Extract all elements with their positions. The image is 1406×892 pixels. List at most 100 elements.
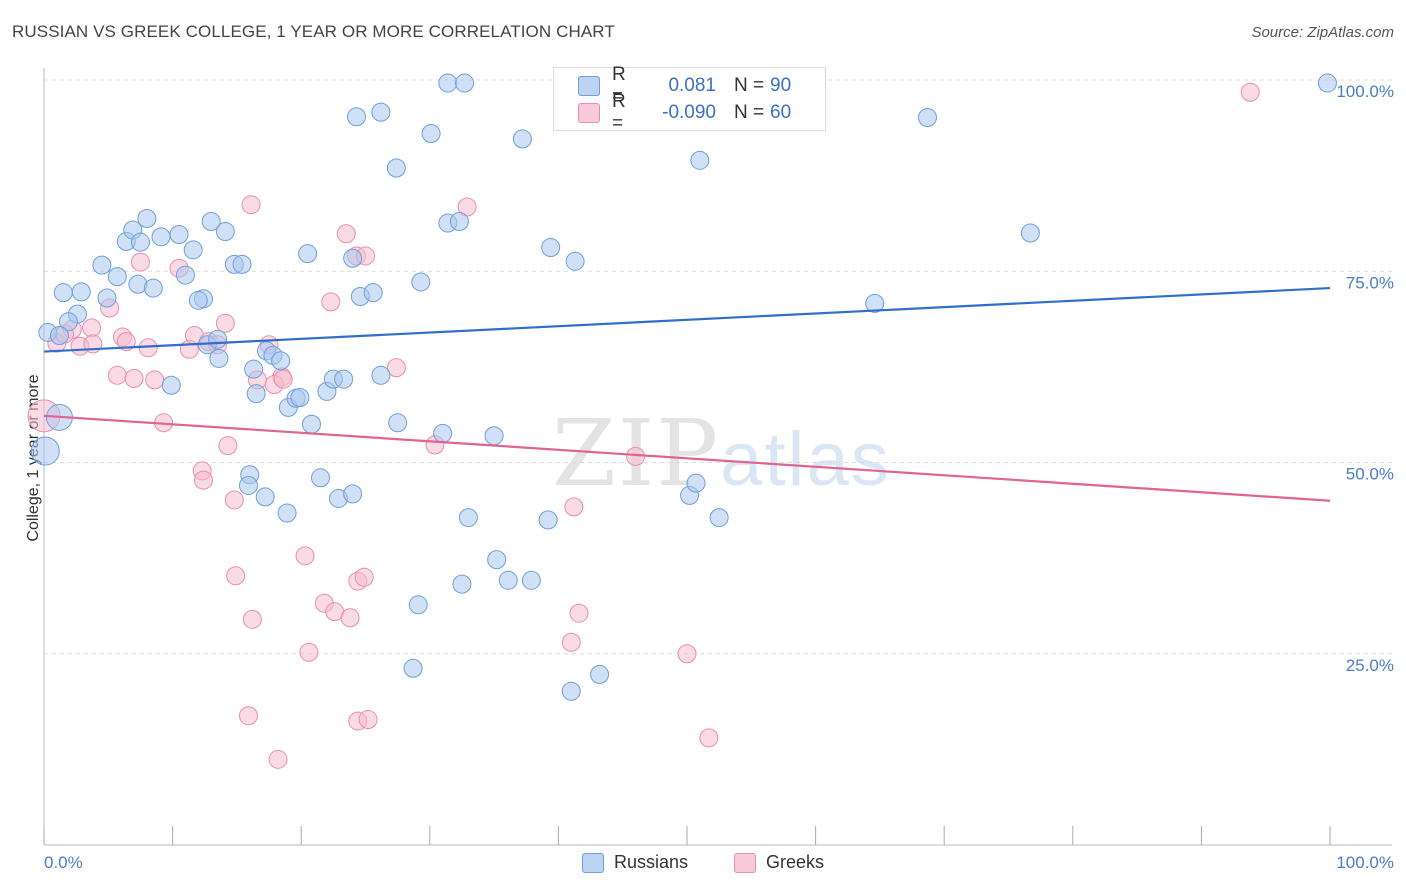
russians-point [208, 329, 228, 349]
russians-point [411, 272, 431, 292]
russians-point [452, 574, 472, 594]
watermark-atlas: atlas [720, 417, 891, 502]
russians-point [498, 570, 518, 590]
russians-point [97, 288, 117, 308]
russians-legend-swatch [581, 852, 604, 873]
greeks-point [241, 195, 261, 215]
greeks-point [569, 603, 589, 623]
greeks-point [218, 436, 238, 456]
y-tick-label: 25.0% [1346, 656, 1394, 675]
russians-point [334, 369, 354, 389]
russians-point [371, 102, 391, 122]
russians-point [590, 664, 610, 684]
greeks-point [677, 644, 697, 664]
russians-point [255, 487, 275, 507]
greeks-point [238, 706, 258, 726]
greeks-point [242, 609, 262, 629]
greeks-point [699, 728, 719, 748]
greeks-point [340, 608, 360, 628]
greeks-point [336, 224, 356, 244]
greeks-n-label: N = [734, 102, 765, 123]
greeks-point [1240, 82, 1260, 102]
stats-legend: R = 0.081 N = 90 R = -0.090 N = 60 [553, 64, 826, 134]
russians-point [30, 436, 60, 466]
greeks-point [226, 566, 246, 586]
greeks-r-value: -0.090 [662, 102, 716, 123]
russians-point [58, 312, 78, 332]
russians-point [521, 570, 541, 590]
russians-point [161, 375, 181, 395]
russians-point [238, 475, 258, 495]
russians-point [458, 508, 478, 528]
greeks-point [358, 710, 378, 730]
russians-point [561, 681, 581, 701]
russians-point [363, 283, 383, 303]
greeks-point [564, 497, 584, 517]
russians-point [143, 278, 163, 298]
legend-item-greeks: Greeks [734, 852, 824, 873]
russians-point [455, 73, 475, 93]
russians-point [541, 238, 561, 258]
russians-point [92, 255, 112, 275]
legend-row-greeks: R = -0.090 N = 60 [578, 91, 792, 134]
russians-point [169, 225, 189, 245]
greeks-point [107, 365, 127, 385]
greeks-point [116, 332, 136, 352]
greeks-swatch [578, 103, 600, 123]
russians-point [130, 232, 150, 252]
russians-point [346, 107, 366, 127]
russians-point [71, 282, 91, 302]
greeks-point [82, 318, 102, 338]
greeks-r-label: R = [612, 91, 626, 134]
russians-trend-line [43, 286, 1331, 353]
russians-point [298, 244, 318, 264]
russians-point [53, 283, 73, 303]
russians-point [188, 290, 208, 310]
greeks-n-value: 60 [770, 102, 792, 123]
russians-point [343, 484, 363, 504]
russians-point [183, 240, 203, 260]
y-tick-label: 75.0% [1346, 273, 1394, 292]
russians-point [175, 265, 195, 285]
russians-point [484, 426, 504, 446]
russians-point [438, 73, 458, 93]
russians-point [1317, 73, 1337, 93]
russians-legend-label: Russians [613, 852, 688, 872]
russians-point [512, 129, 532, 149]
russians-point [865, 293, 885, 313]
greeks-point [295, 546, 315, 566]
russians-n-label: N = [734, 75, 765, 96]
russians-swatch [578, 76, 600, 96]
greeks-trend-line [43, 414, 1331, 502]
russians-point [277, 503, 297, 523]
russians-r-value: 0.081 [668, 75, 716, 96]
russians-point [690, 150, 710, 170]
greeks-point [321, 292, 341, 312]
greeks-point [561, 632, 581, 652]
y-tick-label: 50.0% [1346, 465, 1394, 484]
x-tick-label: 0.0% [44, 853, 83, 872]
greeks-point [193, 470, 213, 490]
greeks-point [124, 368, 144, 388]
x-tick-label: 100.0% [1336, 853, 1394, 872]
russians-point [137, 208, 157, 228]
greeks-point [130, 252, 150, 272]
russians-point [917, 107, 937, 127]
russians-point [215, 221, 235, 241]
y-tick-label: 100.0% [1336, 82, 1394, 101]
russians-point [209, 348, 229, 368]
russians-point [343, 248, 363, 268]
russians-point [386, 158, 406, 178]
russians-point [1020, 223, 1040, 243]
series-legend: Russians Greeks [0, 852, 1406, 873]
greeks-point [354, 567, 374, 587]
russians-point [709, 508, 729, 528]
russians-point [487, 550, 507, 570]
russians-point [244, 359, 264, 379]
russians-point [49, 326, 69, 346]
russians-point [246, 384, 266, 404]
russians-point [271, 351, 291, 371]
russians-point [201, 212, 221, 232]
greeks-point [215, 313, 235, 333]
russians-point [538, 510, 558, 530]
